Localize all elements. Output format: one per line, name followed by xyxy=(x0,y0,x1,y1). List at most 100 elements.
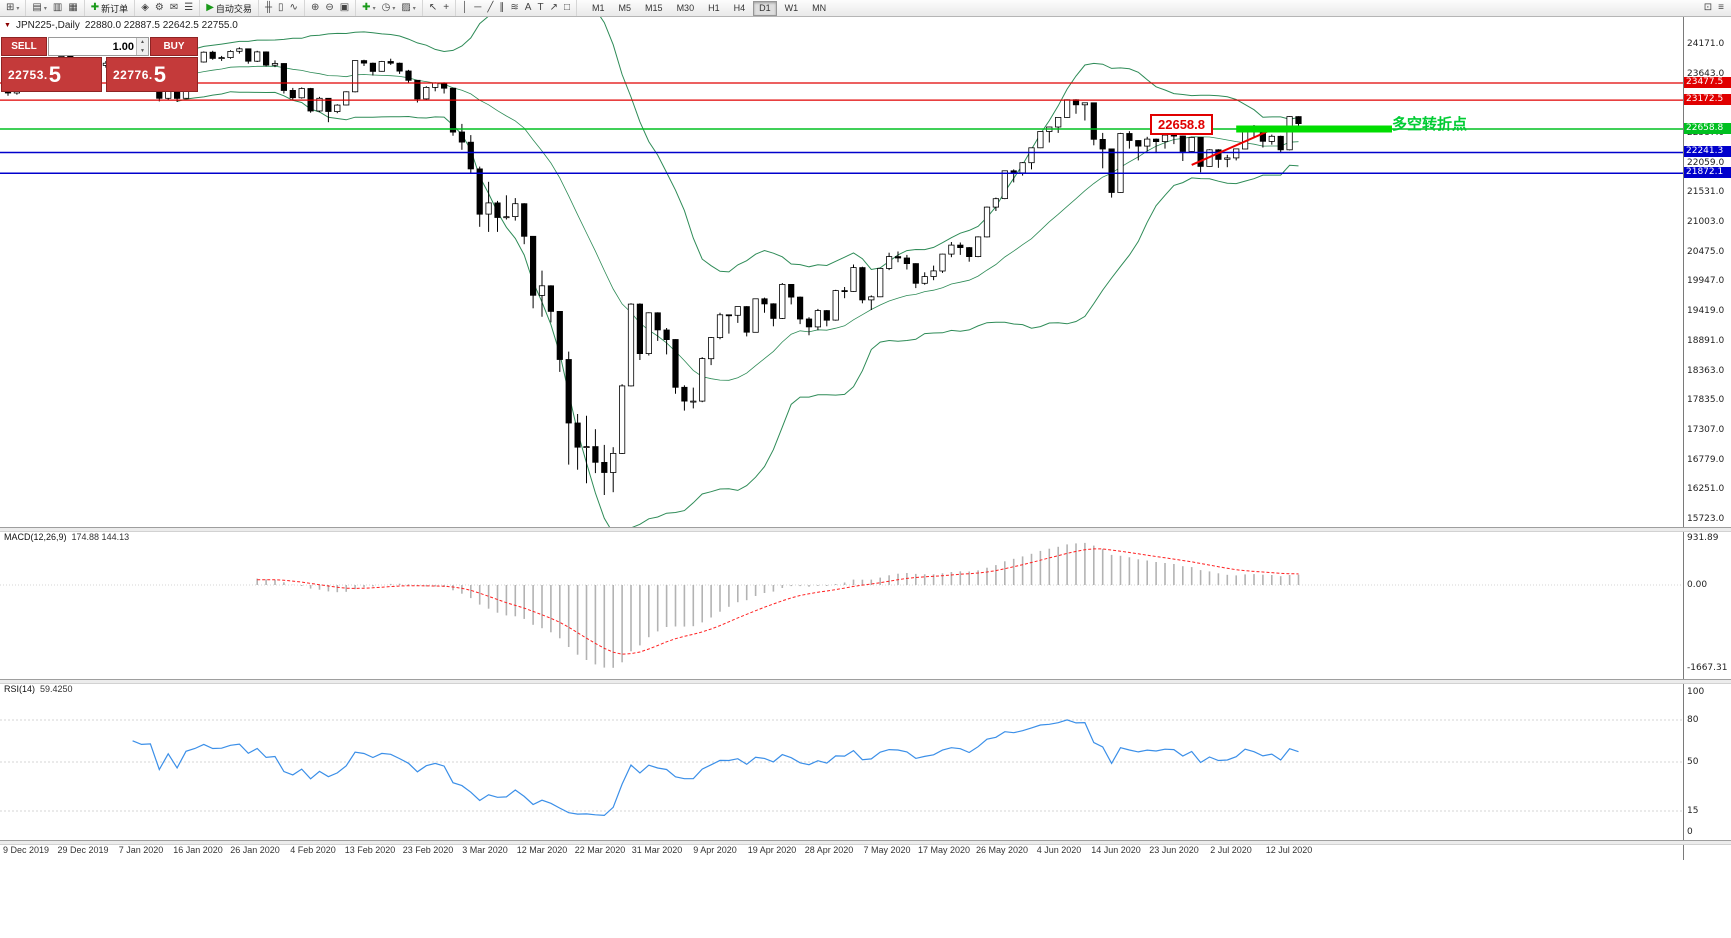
metaeditor-button[interactable]: ◈ xyxy=(138,1,152,15)
autotrading-button[interactable]: ▶ 自动交易 xyxy=(203,1,255,15)
macd-label: MACD(12,26,9) 174.88 144.13 xyxy=(4,532,129,542)
trendline-icon: ╱ xyxy=(487,2,494,13)
timeframe-m1[interactable]: M1 xyxy=(592,2,605,13)
zoom-out-icon: ⊖ xyxy=(325,2,334,13)
panel-separator[interactable] xyxy=(0,679,1731,684)
bar-chart-icon: ╫ xyxy=(264,2,273,13)
market-watch-icon: ▥ xyxy=(52,2,63,13)
mailbox-icon: ✉ xyxy=(169,2,179,13)
panel-separator[interactable] xyxy=(0,840,1731,845)
cursor-button[interactable]: ↖ xyxy=(426,1,440,15)
vertical-line-button[interactable]: │ xyxy=(459,1,471,15)
indicators-button[interactable]: ✚ ▾ xyxy=(359,1,378,15)
date-tick: 17 May 2020 xyxy=(917,845,971,855)
rsi-indicator-canvas[interactable] xyxy=(0,682,1683,840)
volume-input[interactable] xyxy=(49,38,136,55)
fibonacci-button[interactable]: ≋ xyxy=(507,1,521,15)
new-chart-button[interactable]: ⊞ ▾ xyxy=(3,1,22,15)
timeframe-m15[interactable]: M15 xyxy=(645,2,663,13)
news-button[interactable]: ☰ xyxy=(181,1,196,15)
options-button[interactable]: ⚙ xyxy=(152,1,167,15)
sell-button[interactable]: SELL xyxy=(1,37,47,56)
sell-price-display[interactable]: 22753. 5 xyxy=(1,57,102,92)
price-tick: 15723.0 xyxy=(1687,514,1725,524)
timeframe-m5[interactable]: M5 xyxy=(618,2,632,13)
bar-chart-button[interactable]: ╫ xyxy=(262,1,275,15)
date-tick: 22 Mar 2020 xyxy=(574,845,626,855)
text-icon: A xyxy=(524,2,532,13)
vertical-line-icon: │ xyxy=(462,2,469,13)
timeframe-d1[interactable]: D1 xyxy=(753,0,777,16)
price-badge: 22658.8 xyxy=(1684,123,1731,134)
date-tick: 2 Jul 2020 xyxy=(1210,845,1252,855)
timeframe-m30[interactable]: M30 xyxy=(676,2,695,13)
volume-down-button[interactable]: ▼ xyxy=(137,46,148,55)
timeframe-h1[interactable]: H1 xyxy=(708,2,720,13)
window-list-icon[interactable]: ⊡ xyxy=(1701,1,1715,15)
timeframe-w1[interactable]: W1 xyxy=(784,2,799,13)
zoom-out-button[interactable]: ⊖ xyxy=(322,1,336,15)
profiles-icon: ▤ xyxy=(32,2,42,13)
zoom-in-button[interactable]: ⊕ xyxy=(308,1,322,15)
timeframe-h4[interactable]: H4 xyxy=(733,2,746,13)
line-chart-icon: ∿ xyxy=(289,2,298,13)
price-tick: 16251.0 xyxy=(1687,484,1725,494)
templates-button[interactable]: ▨ ▾ xyxy=(398,1,418,15)
mailbox-button[interactable]: ✉ xyxy=(167,1,181,15)
price-tick: 16779.0 xyxy=(1687,455,1725,465)
shapes-button[interactable]: □ xyxy=(561,1,573,15)
label-button[interactable]: T xyxy=(534,1,546,15)
sell-button-label: SELL xyxy=(11,41,37,52)
autotrading-label: 自动交易 xyxy=(215,3,252,14)
toolbar: ⊞ ▾ ▤ ▾ ▥ ▦ ✚ 新订单 ◈ ⚙ ✉ ☰ ▶ 自动交易 ╫ ▯ ∿ ⊕ ⊖ ▣ ✚ ▾ ◷ ▾ ▨ ▾ ↖ + │ ─ ╱ ∥ ≋ A T… xyxy=(0,0,1731,17)
price-tick: 20475.0 xyxy=(1687,247,1725,257)
buy-price-big: 5 xyxy=(153,61,166,87)
macd-indicator-canvas[interactable] xyxy=(0,530,1683,679)
channel-button[interactable]: ∥ xyxy=(496,1,507,15)
annotation-text[interactable]: 多空转折点 xyxy=(1392,116,1468,133)
tile-windows-button[interactable]: ▣ xyxy=(337,1,352,15)
date-tick: 9 Apr 2020 xyxy=(693,845,737,855)
crosshair-button[interactable]: + xyxy=(440,1,452,15)
rsi-tick: 15 xyxy=(1687,806,1699,816)
text-button[interactable]: A xyxy=(522,1,535,15)
one-click-collapse-icon[interactable]: ▼ xyxy=(4,22,11,29)
chevron-down-icon[interactable]: ▾ xyxy=(372,5,376,12)
sell-price-big: 5 xyxy=(48,61,61,87)
buy-button[interactable]: BUY xyxy=(150,37,198,56)
buy-price-display[interactable]: 22776. 5 xyxy=(106,57,198,92)
market-watch-button[interactable]: ▥ xyxy=(50,1,65,15)
price-badge: 23477.5 xyxy=(1684,77,1731,88)
rsi-tick: 80 xyxy=(1687,715,1699,725)
news-icon: ☰ xyxy=(184,2,194,13)
price-tick: 17835.0 xyxy=(1687,395,1725,405)
indicators-icon: ✚ xyxy=(362,2,371,13)
chevron-down-icon[interactable]: ▾ xyxy=(43,5,47,12)
time-axis[interactable]: 9 Dec 2019 29 Dec 2019 7 Jan 2020 16 Jan 20… xyxy=(0,843,1683,859)
help-icon[interactable]: ≡ xyxy=(1715,1,1727,15)
main-chart-canvas[interactable] xyxy=(0,17,1683,527)
chevron-down-icon[interactable]: ▾ xyxy=(412,5,416,12)
horizontal-line-button[interactable]: ─ xyxy=(471,1,484,15)
arrow-button[interactable]: ↗ xyxy=(547,1,561,15)
chevron-down-icon[interactable]: ▾ xyxy=(16,5,20,12)
periods-button[interactable]: ◷ ▾ xyxy=(379,1,399,15)
navigator-icon: ▦ xyxy=(68,2,78,13)
price-callout[interactable]: 22658.8 xyxy=(1150,114,1213,135)
new-order-button[interactable]: ✚ 新订单 xyxy=(88,1,131,15)
date-tick: 13 Feb 2020 xyxy=(344,845,396,855)
profiles-button[interactable]: ▤ ▾ xyxy=(29,1,49,15)
date-tick: 23 Jun 2020 xyxy=(1149,845,1199,855)
trendline-button[interactable]: ╱ xyxy=(484,1,496,15)
candlestick-chart-button[interactable]: ▯ xyxy=(275,1,287,15)
price-axis[interactable]: 24171.023643.023115.022587.022059.021531… xyxy=(1683,17,1731,860)
rsi-tick: 100 xyxy=(1687,687,1705,697)
navigator-button[interactable]: ▦ xyxy=(65,1,80,15)
line-chart-button[interactable]: ∿ xyxy=(287,1,301,15)
timeframe-mn[interactable]: MN xyxy=(812,2,827,13)
chevron-down-icon[interactable]: ▾ xyxy=(392,5,396,12)
panel-separator[interactable] xyxy=(0,527,1731,532)
volume-up-button[interactable]: ▲ xyxy=(137,38,148,47)
rsi-tick: 0 xyxy=(1687,827,1693,837)
window-list-icon: ⊡ xyxy=(1703,2,1713,13)
